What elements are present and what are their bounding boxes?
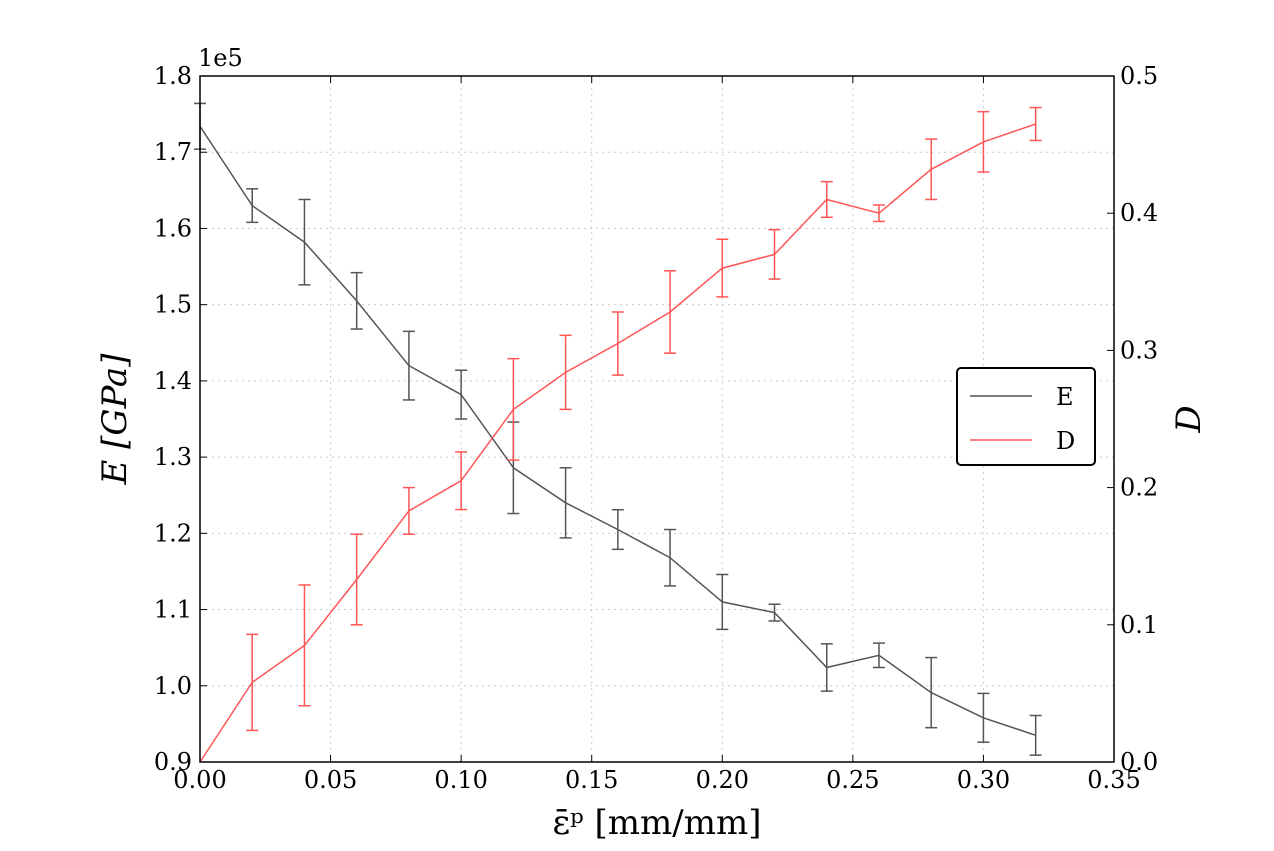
legend: E D [956, 367, 1096, 466]
x-tick-label: 0.00 [173, 766, 226, 794]
y-left-tick-label: 1.5 [154, 291, 192, 319]
legend-label-e: E [1056, 383, 1074, 411]
x-tick-label: 0.25 [826, 766, 879, 794]
y-left-axis-title: E [GPa] [95, 353, 135, 486]
plot-frame [199, 75, 1115, 763]
y-left-tick-label: 1.2 [154, 519, 192, 547]
y-right-axis-title: D [1169, 405, 1209, 433]
legend-label-d: D [1056, 427, 1075, 455]
x-tick-label: 0.20 [696, 766, 749, 794]
y-left-tick-label: 1.3 [154, 443, 192, 471]
x-tick-label: 0.30 [957, 766, 1010, 794]
y-left-tick-label: 1.8 [154, 62, 192, 90]
y-right-tick-label: 0.3 [1120, 336, 1158, 364]
y-left-tick-label: 1.4 [154, 367, 192, 395]
ticks: 0.00 0.05 0.10 0.15 0.20 0.25 0.30 0.35 0.9 1.0 1.… [154, 62, 1158, 794]
y-right-tick-label: 0.0 [1120, 748, 1158, 776]
y-right-tick-label: 0.4 [1120, 199, 1158, 227]
x-axis-title: ε̄ᵖ [mm/mm] [553, 803, 762, 843]
y-right-tick-label: 0.2 [1120, 474, 1158, 502]
y-left-tick-label: 1.1 [154, 596, 192, 624]
series-line-e [199, 125, 1036, 737]
series-line-d [199, 123, 1036, 763]
y-right-tick-label: 0.1 [1120, 611, 1158, 639]
x-tick-label: 0.10 [434, 766, 487, 794]
y-left-tick-label: 0.9 [154, 748, 192, 776]
y-left-tick-label: 1.7 [154, 138, 192, 166]
x-tick-label: 0.05 [304, 766, 357, 794]
y-left-tick-label: 1.0 [154, 672, 192, 700]
y-right-tick-label: 0.5 [1120, 62, 1158, 90]
x-tick-label: 0.35 [1087, 766, 1140, 794]
y-left-tick-label: 1.6 [154, 214, 192, 242]
y-left-multiplier: 1e5 [198, 44, 243, 72]
series-d [199, 106, 1042, 763]
x-tick-label: 0.15 [565, 766, 618, 794]
